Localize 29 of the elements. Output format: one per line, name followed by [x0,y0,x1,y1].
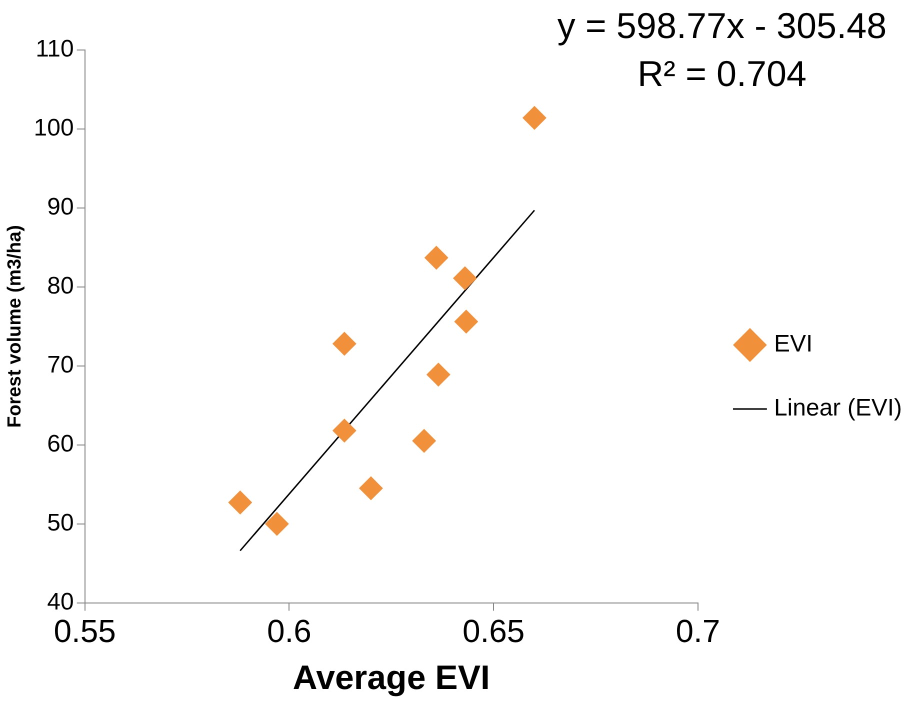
legend-label: EVI [774,330,813,358]
x-tick-label: 0.55 [54,612,116,649]
point [522,106,546,130]
point [412,428,436,453]
point [454,310,478,334]
y-tick-label: 110 [36,36,74,63]
point [264,512,289,536]
annotation: R² = 0.704 [637,52,807,94]
y-tick-label: 80 [47,272,74,300]
x-tick-label: 0.6 [266,612,312,649]
point [332,418,356,443]
point [452,266,477,290]
y-tick-label: 40 [47,588,74,616]
x-axis-title: Average EVI [292,658,490,697]
point [332,332,356,356]
y-tick-label: 100 [34,114,74,142]
x-tick-label: 0.65 [462,612,525,649]
y-axis-title: Forest volume (m3/ha) [4,225,26,428]
point [426,362,450,387]
y-tick-label: 90 [47,194,74,221]
x-tick-label: 0.7 [676,612,720,649]
point [424,246,448,270]
y-tick-label: 60 [47,430,74,458]
y-tick-label: 70 [47,352,74,379]
legend-label: Linear (EVI) [774,394,902,422]
point [228,490,252,515]
text: y = 598.77x - 305.48 [557,4,887,46]
point [358,476,383,500]
y-tick-label: 50 [47,509,74,536]
